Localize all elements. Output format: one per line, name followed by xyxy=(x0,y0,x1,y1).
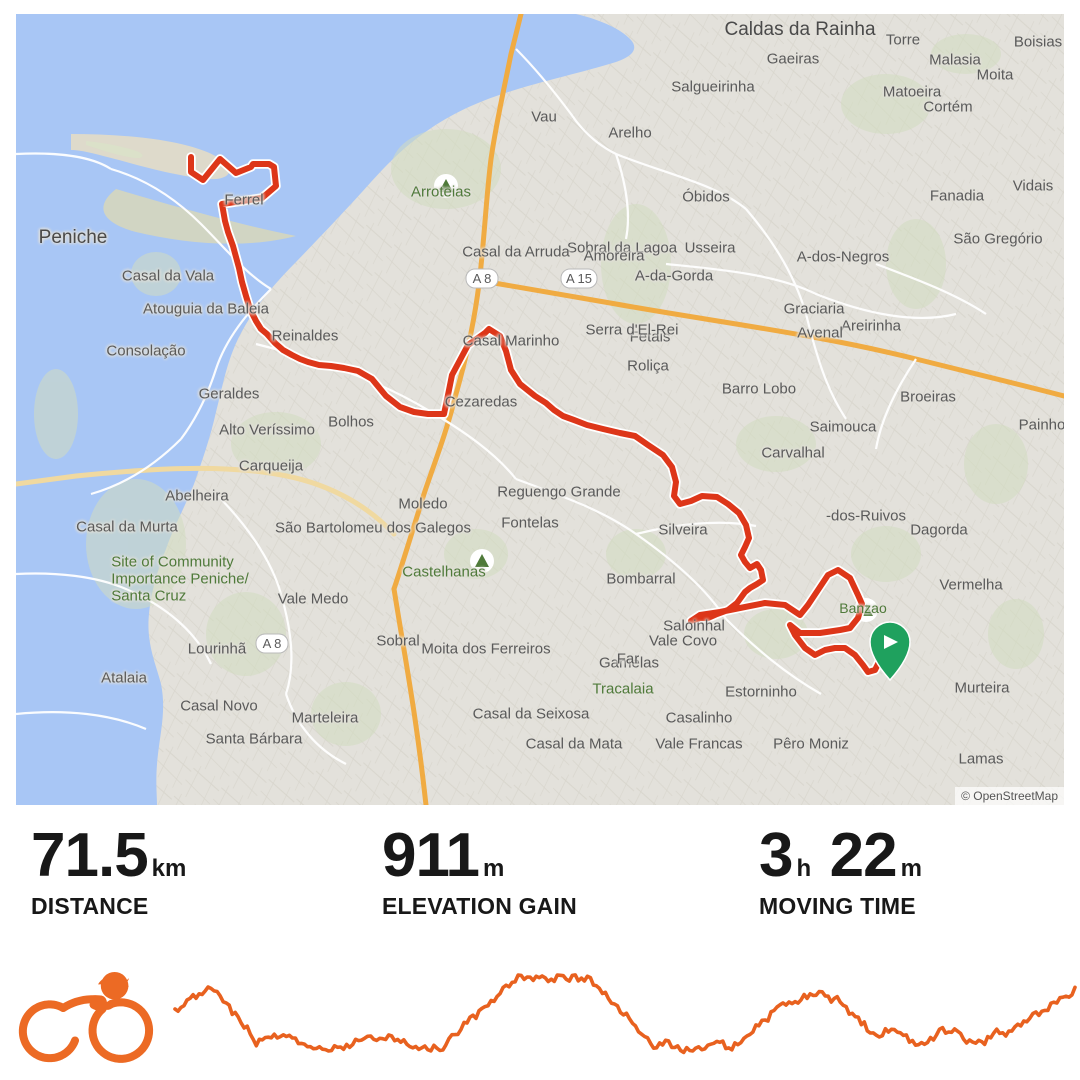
svg-text:A 15: A 15 xyxy=(566,271,592,286)
svg-text:A 8: A 8 xyxy=(473,271,492,286)
svg-text:A 8: A 8 xyxy=(263,636,282,651)
